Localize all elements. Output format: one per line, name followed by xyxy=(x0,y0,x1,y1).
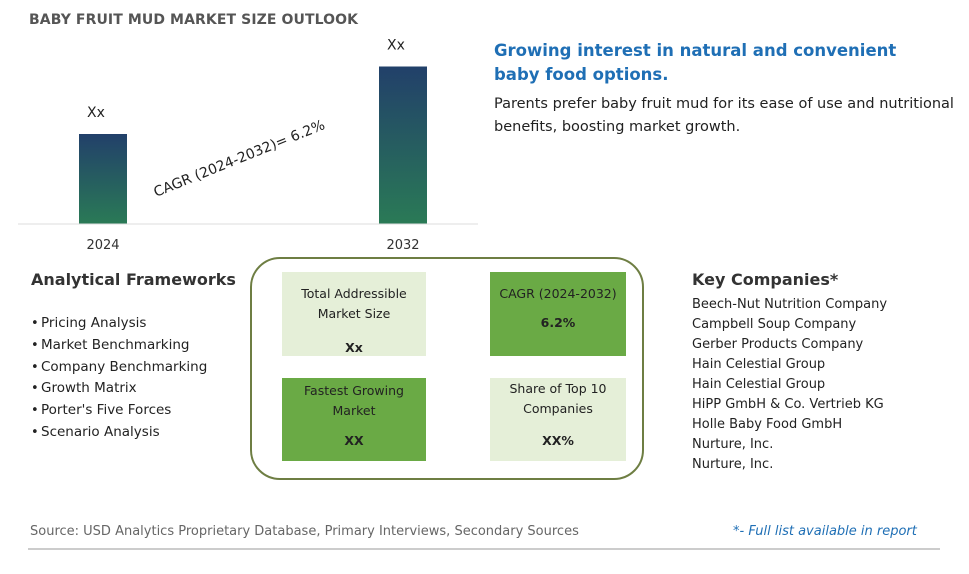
list-item: Holle Baby Food GmbH xyxy=(692,417,843,432)
x-tick-label: 2024 xyxy=(86,238,119,253)
list-item: Beech-Nut Nutrition Company xyxy=(692,297,888,312)
list-item: Company Benchmarking xyxy=(31,357,207,379)
metric-label: Fastest Growing Market xyxy=(304,383,404,418)
metric-card-tam: Total Addressible Market Size Xx xyxy=(282,272,426,356)
metric-value: XX xyxy=(344,433,364,448)
list-item: Nurture, Inc. xyxy=(692,457,774,472)
source-note: Source: USD Analytics Proprietary Databa… xyxy=(30,524,579,539)
list-item: Hain Celestial Group xyxy=(692,377,826,392)
list-item: Hain Celestial Group xyxy=(692,357,826,372)
key-companies-title: Key Companies* xyxy=(692,270,839,289)
list-item: Pricing Analysis xyxy=(31,313,207,335)
list-item: Market Benchmarking xyxy=(31,335,207,357)
metric-card-cagr: CAGR (2024-2032) 6.2% xyxy=(490,272,626,356)
metric-label: CAGR (2024-2032) xyxy=(499,286,617,301)
footnote: *- Full list available in report xyxy=(733,524,917,539)
list-item: Scenario Analysis xyxy=(31,422,207,444)
bar-2032 xyxy=(379,66,427,224)
x-tick-label: 2032 xyxy=(386,238,419,253)
data-label: Xx xyxy=(387,38,405,54)
metric-label: Total Addressible Market Size xyxy=(301,286,407,321)
description: Parents prefer baby fruit mud for its ea… xyxy=(494,96,954,135)
headline: Growing interest in natural and convenie… xyxy=(494,41,897,84)
list-item: Nurture, Inc. xyxy=(692,437,774,452)
frameworks-title: Analytical Frameworks xyxy=(31,270,236,289)
frameworks-list: Pricing Analysis Market Benchmarking Com… xyxy=(31,313,207,444)
cagr-annotation: CAGR (2024-2032)= 6.2% xyxy=(152,117,328,200)
bar-2024 xyxy=(79,134,127,224)
metric-value: Xx xyxy=(345,340,363,355)
metric-label: Share of Top 10 Companies xyxy=(509,381,607,416)
chart-title: BABY FRUIT MUD MARKET SIZE OUTLOOK xyxy=(29,12,359,28)
metric-value: 6.2% xyxy=(540,315,576,330)
metric-value: XX% xyxy=(542,433,574,448)
metrics-panel xyxy=(250,257,644,480)
list-item: HiPP GmbH & Co. Vertrieb KG xyxy=(692,397,884,412)
key-companies-list: Beech-Nut Nutrition Company Campbell Sou… xyxy=(692,295,887,475)
metric-card-fastest-market: Fastest Growing Market XX xyxy=(282,378,426,461)
footer-divider xyxy=(28,548,940,550)
metric-card-top10-share: Share of Top 10 Companies XX% xyxy=(490,378,626,461)
market-size-chart: Xx 2024 Xx 2032 CAGR (2024-2032)= 6.2% xyxy=(18,38,478,253)
data-label: Xx xyxy=(87,105,105,121)
list-item: Campbell Soup Company xyxy=(692,317,857,332)
list-item: Porter's Five Forces xyxy=(31,400,207,422)
list-item: Gerber Products Company xyxy=(692,337,864,352)
list-item: Growth Matrix xyxy=(31,378,207,400)
